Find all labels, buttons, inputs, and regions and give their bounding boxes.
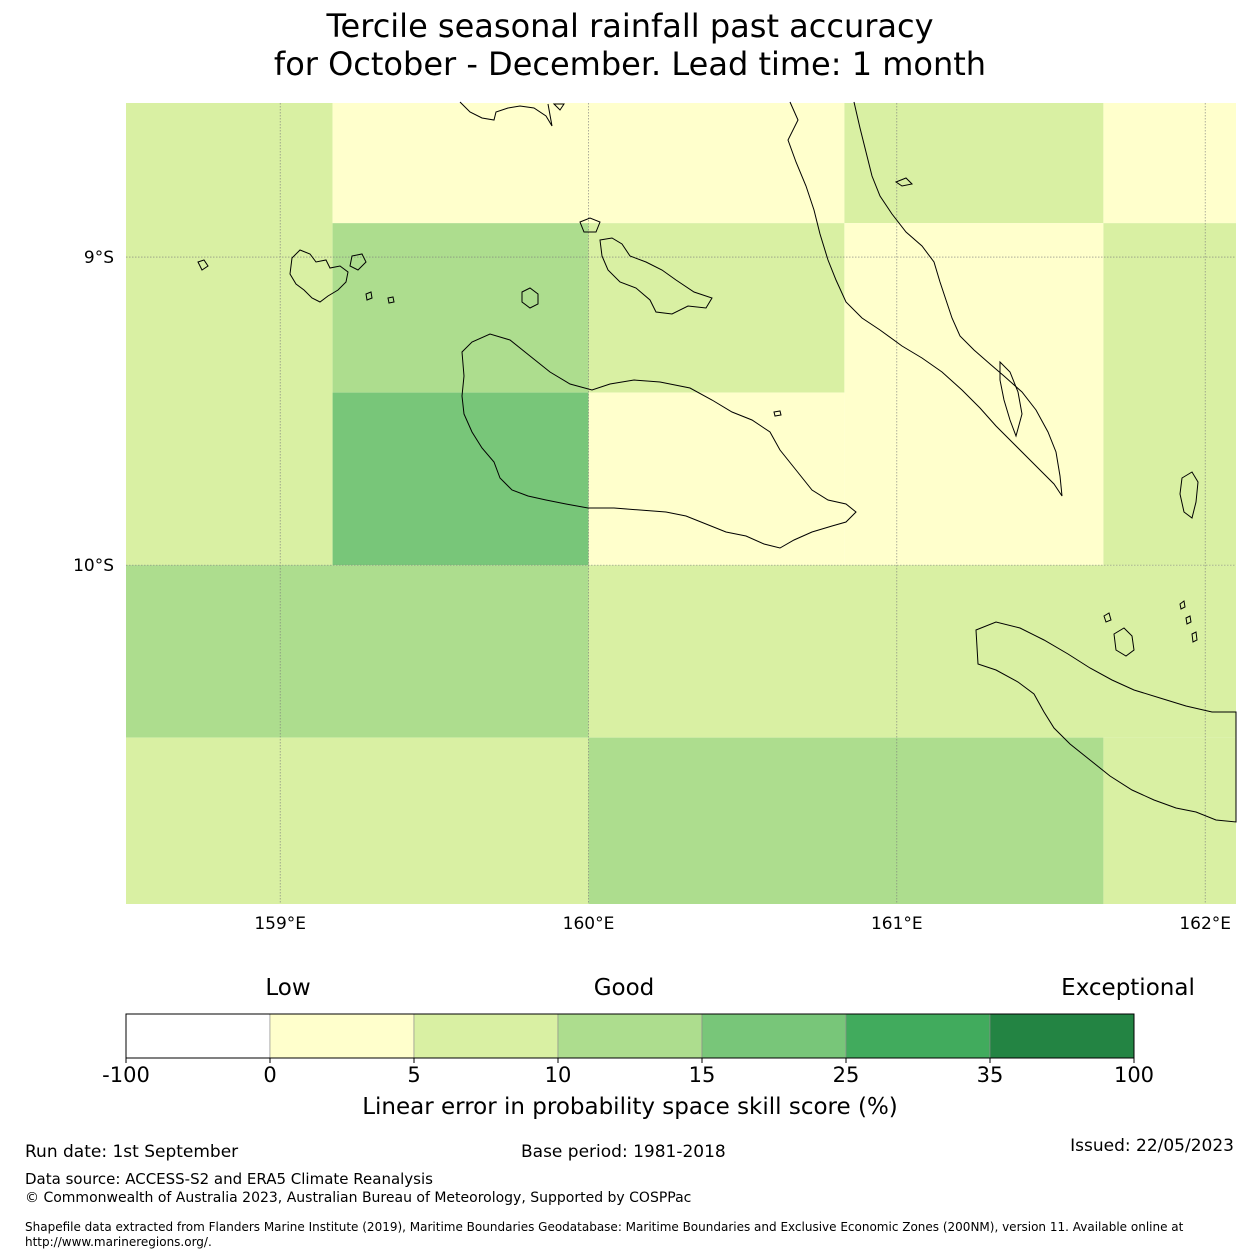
coastline-islet-b: [197, 259, 209, 271]
lon-tick-label: 159°E: [254, 914, 306, 934]
colorbar-segment-6: [989, 1013, 1135, 1059]
coastline-nggela: [599, 237, 713, 315]
coastline-islet-g: [894, 177, 914, 187]
coastline-savo: [521, 287, 539, 309]
coastline-malaita: [787, 101, 1063, 497]
coastline-ugi: [1179, 471, 1199, 519]
grid-cell-7: [844, 223, 1104, 566]
colorbar-segment-1: [269, 1013, 415, 1059]
colorbar-tick-label: 0: [263, 1063, 276, 1087]
colorbar: [125, 1013, 1135, 1059]
colorbar-segment-3: [557, 1013, 703, 1059]
lon-tick-label: 160°E: [563, 914, 615, 934]
coastline-north-islands: [459, 101, 553, 127]
colorbar-segment-0: [125, 1013, 271, 1059]
category-good: Good: [594, 975, 655, 1001]
category-exceptional: Exceptional: [1061, 975, 1195, 1001]
coastline-islet-j: [1179, 600, 1186, 610]
lon-tick-label: 162°E: [1179, 914, 1231, 934]
coastline-ulawa: [1113, 627, 1135, 657]
colorbar-tick-label: 10: [545, 1063, 572, 1087]
coastline-small-malaita: [999, 360, 1023, 438]
colorbar-tick-label: 15: [689, 1063, 716, 1087]
grid-cell-3: [844, 103, 1104, 224]
colorbar-tick-label: 35: [977, 1063, 1004, 1087]
grid-cell-6: [588, 223, 845, 393]
copyright: © Commonwealth of Australia 2023, Austra…: [25, 1190, 692, 1206]
colorbar-segment-4: [701, 1013, 847, 1059]
issued-date: Issued: 22/05/2023: [1070, 1136, 1234, 1156]
coastline-islet-d: [365, 291, 373, 301]
category-low: Low: [265, 975, 310, 1001]
lat-tick-label: 9°S: [84, 248, 114, 268]
run-date: Run date: 1st September: [25, 1142, 239, 1162]
colorbar-segment-5: [845, 1013, 991, 1059]
colorbar-tick-label: 25: [833, 1063, 860, 1087]
chart-title-line1: Tercile seasonal rainfall past accuracy: [326, 7, 934, 45]
coastline-islet-a: [349, 253, 367, 271]
coastline-islet-f: [773, 410, 782, 417]
grid-cell-9: [332, 392, 589, 566]
latitude-tick-labels: 9°S 10°S: [73, 248, 114, 576]
base-period: Base period: 1981-2018: [521, 1142, 726, 1162]
grid-cell-2: [588, 103, 845, 224]
data-source: Data source: ACCESS-S2 and ERA5 Climate …: [25, 1170, 433, 1188]
grid-cell-11: [126, 565, 589, 738]
coastlines: [197, 101, 1237, 823]
skill-grid-cells: [126, 103, 1236, 904]
coastline-islet-e: [579, 217, 601, 233]
coastline-islet-i: [1103, 612, 1112, 623]
grid-cell-4: [1103, 103, 1236, 224]
coastline-guadalcanal: [461, 333, 857, 549]
longitude-tick-labels: 159°E 160°E 161°E 162°E: [254, 914, 1231, 934]
chart-title-line2: for October - December. Lead time: 1 mon…: [273, 45, 987, 83]
shapefile-credit: Shapefile data extracted from Flanders M…: [25, 1220, 1184, 1249]
grid-cell-0: [126, 103, 333, 566]
colorbar-segment-2: [413, 1013, 559, 1059]
grid-cell-15: [1103, 737, 1236, 904]
coastline-makira: [975, 621, 1237, 823]
grid-cell-5: [332, 223, 589, 393]
grid-cell-13: [126, 737, 589, 904]
colorbar-label: Linear error in probability space skill …: [362, 1094, 898, 1120]
lat-tick-label: 10°S: [73, 556, 114, 576]
coastline-islet-l: [1191, 631, 1198, 643]
colorbar-tick-label: -100: [102, 1063, 150, 1087]
lon-tick-label: 161°E: [871, 914, 923, 934]
grid-cell-8: [1103, 223, 1236, 566]
coastline-islet-c: [387, 296, 395, 304]
grid-cell-14: [588, 737, 1104, 904]
grid-cell-12: [588, 565, 1236, 738]
coastline-islet-k: [1185, 615, 1192, 625]
colorbar-tick-labels: -100 0 5 10 15 25 35 100: [102, 1058, 1154, 1087]
map-gridlines: [126, 103, 1236, 904]
colorbar-frame: [125, 1013, 1135, 1059]
coastline-islet-h: [552, 103, 565, 111]
colorbar-tick-label: 100: [1114, 1063, 1154, 1087]
grid-cell-1: [332, 103, 589, 224]
colorbar-tick-label: 5: [407, 1063, 420, 1087]
coastline-nw-islands: [289, 249, 349, 303]
grid-cell-10: [588, 392, 845, 566]
